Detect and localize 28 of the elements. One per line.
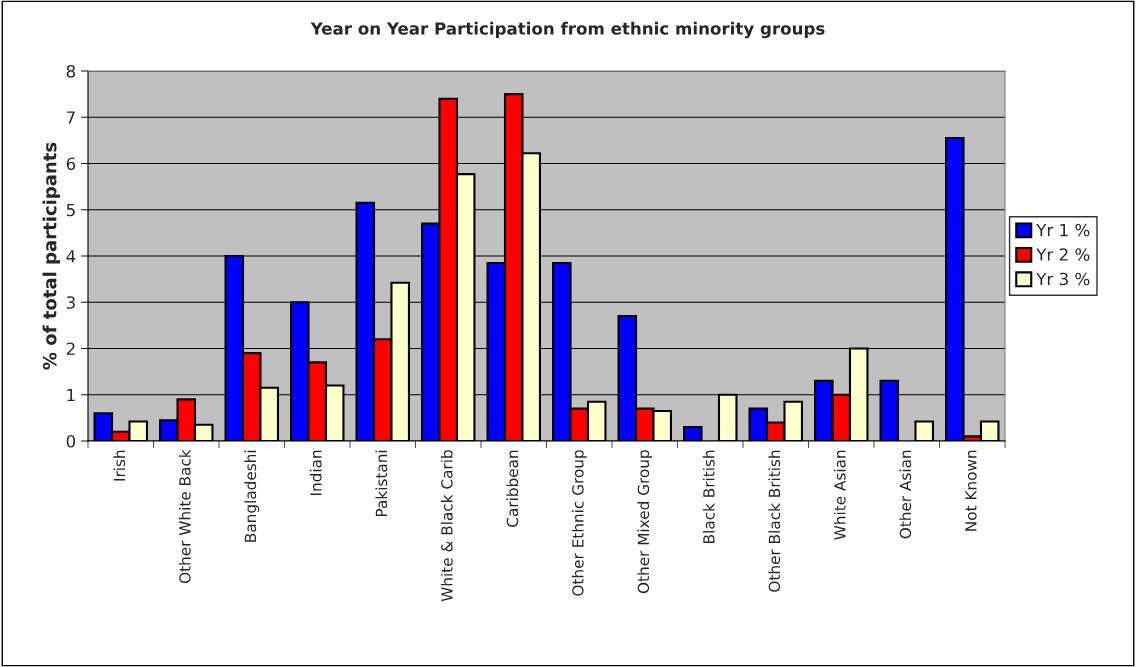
y-tick-label: 7 [66,111,75,124]
x-tick-label: Other Black British [768,450,781,592]
y-tick-label: 1 [67,388,75,402]
x-tick-label: White & Black Carib [440,450,453,602]
legend-label: Yr 3 % [1036,272,1090,286]
y-tick-label: 4 [66,250,76,263]
x-tick-label: Black British [702,450,715,543]
y-tick-label: 2 [66,342,75,355]
x-tick-label: Bangladeshi [244,450,260,542]
x-tick-label: White Asian [833,450,846,540]
y-tick-label: 6 [66,157,76,171]
y-tick-label: 0 [66,434,76,448]
x-tick-label: Other Ethnic Group [571,450,587,596]
y-tick-label: 5 [66,203,75,217]
y-axis-title: % of total participants [42,142,61,370]
x-tick-label: Indian [309,450,322,496]
x-tick-label: Other Asian [899,450,912,539]
x-tick-label: Other Mixed Group [637,450,653,594]
legend-label: Yr 1 % [1036,223,1090,237]
y-tick-label: 8 [66,64,76,78]
x-tick-label: Not Known [965,450,977,531]
x-tick-label: Irish [113,450,126,481]
chart-title: Year on Year Participation from ethnic minority groups [310,21,825,39]
x-tick-label: Other White Back [178,449,191,584]
x-tick-label: Caribbean [506,450,519,527]
y-tick-label: 3 [66,296,75,309]
legend-label: Yr 2 % [1036,248,1090,261]
x-tick-label: Pakistani [375,450,388,517]
